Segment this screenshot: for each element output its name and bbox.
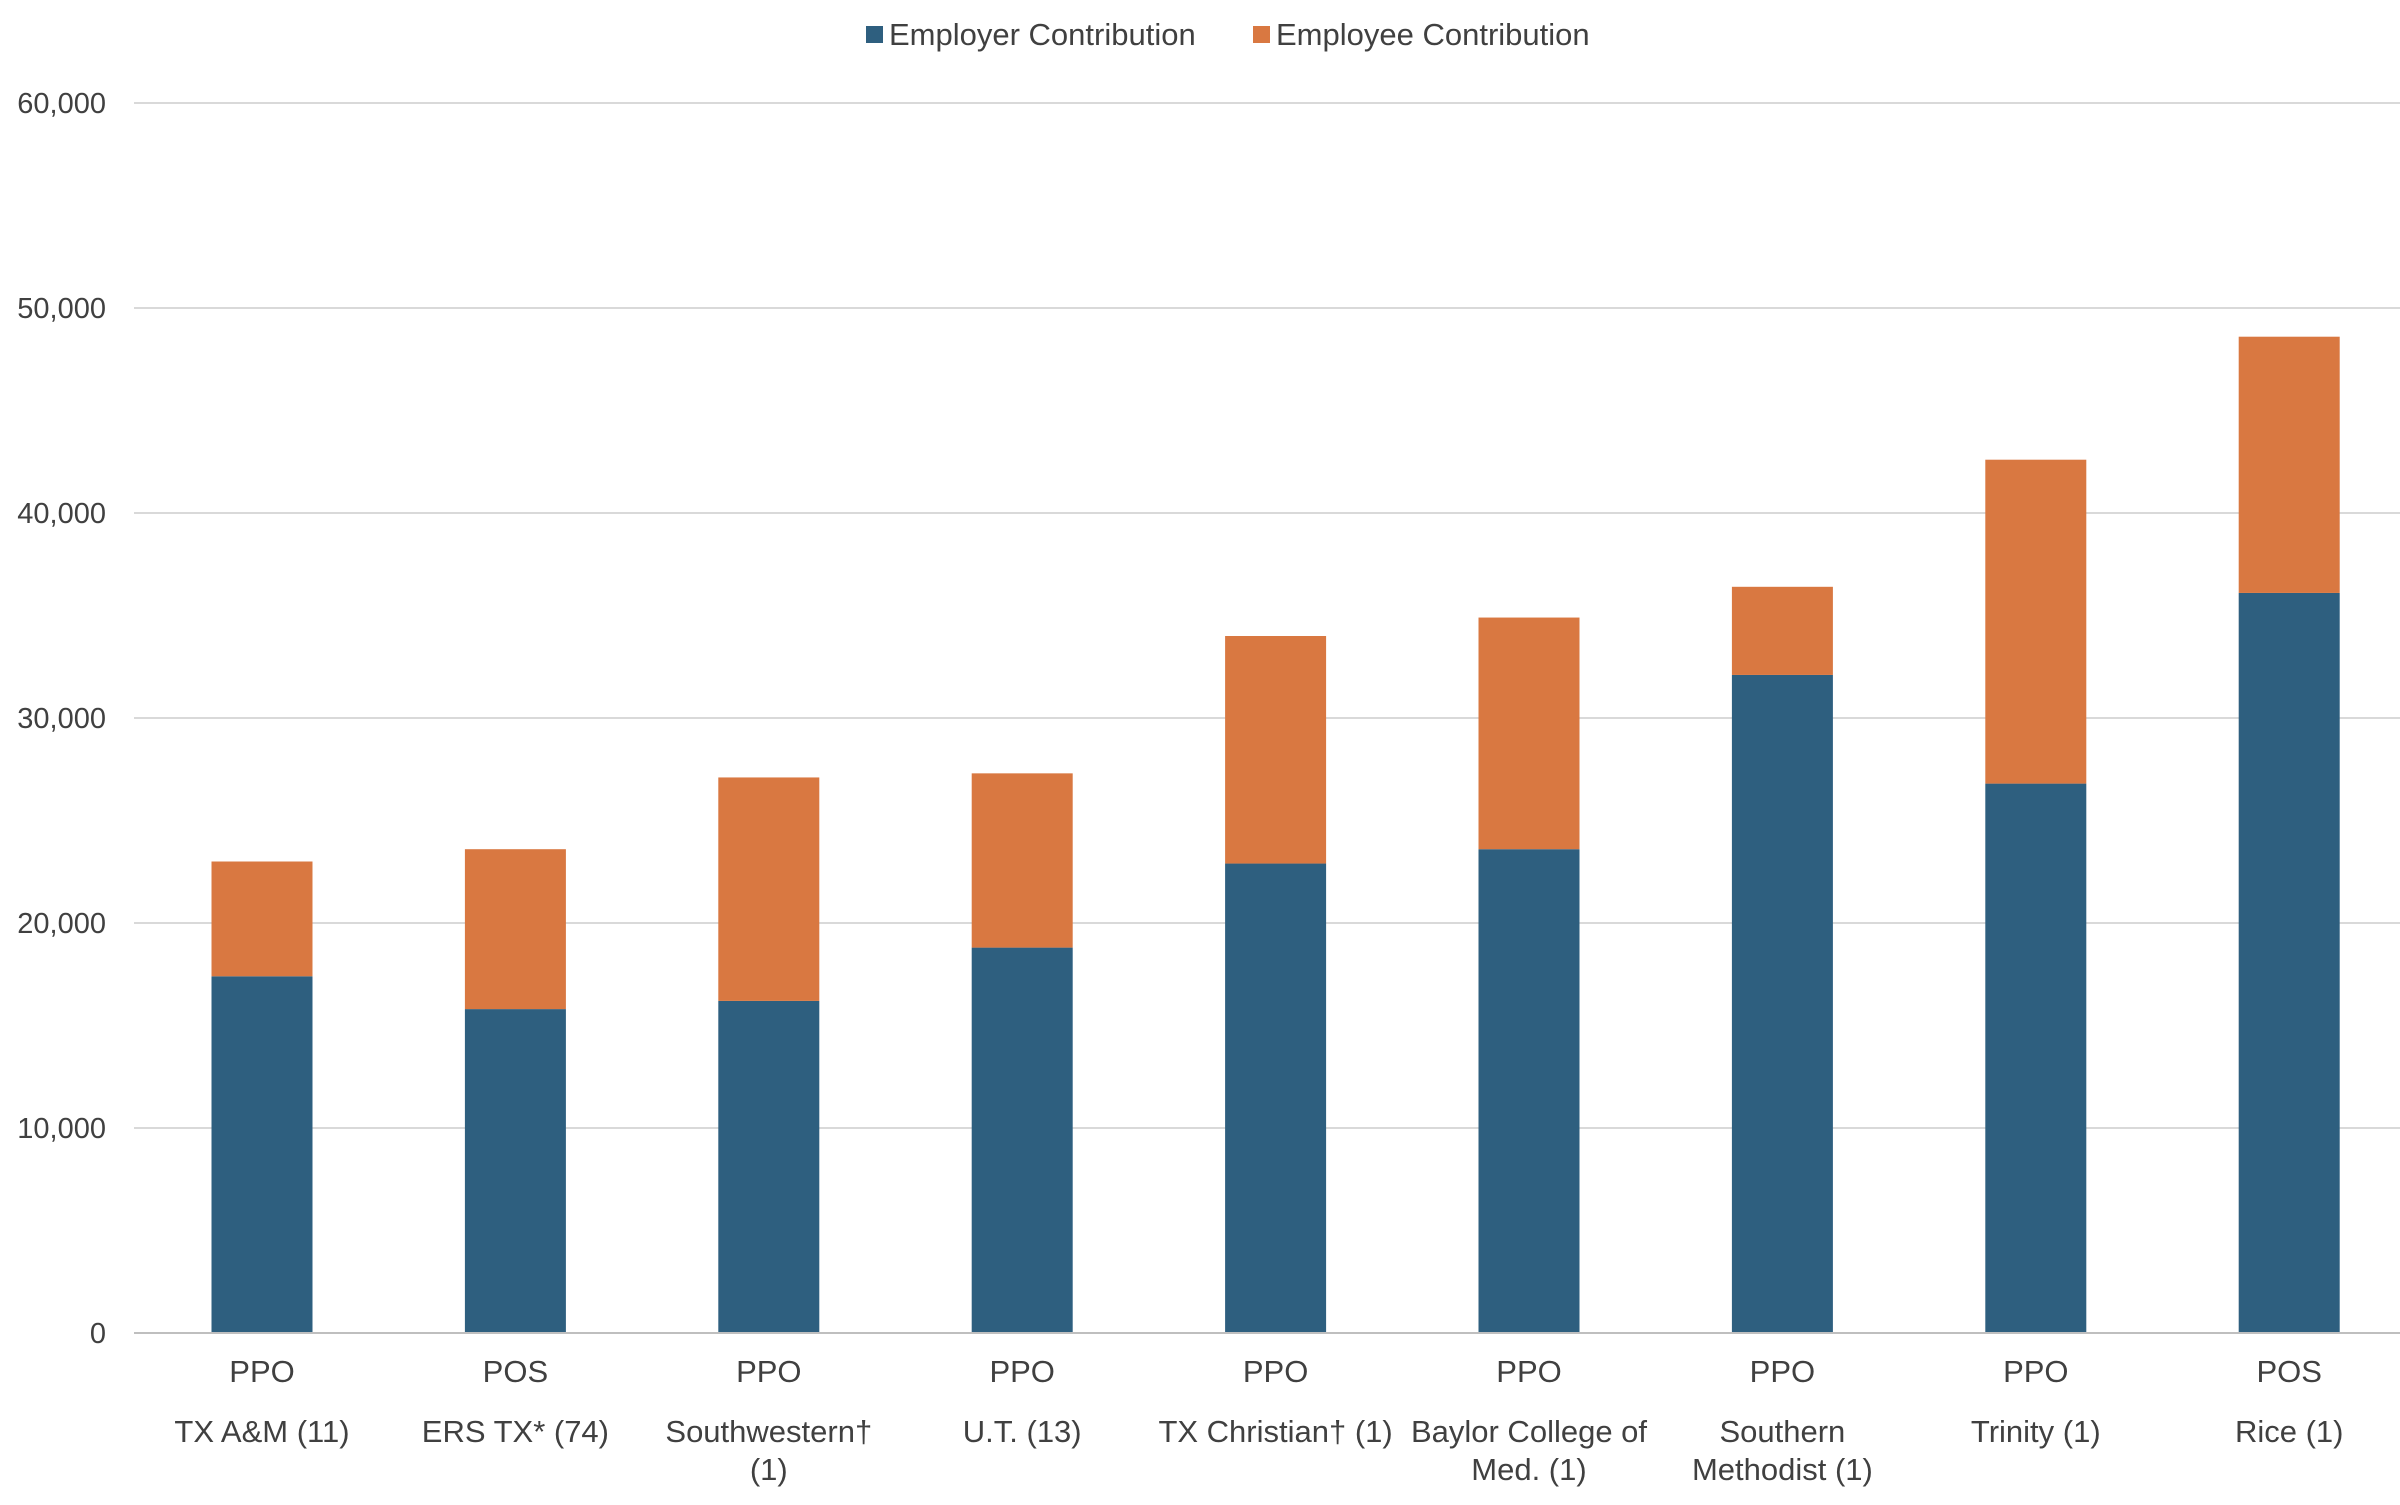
y-tick-label: 50,000 [17, 293, 106, 325]
y-axis-tick-labels: 0 10,000 20,000 30,000 40,000 50,000 60,000 [17, 88, 106, 1350]
bar-employer-contribution [1985, 783, 2087, 1333]
x-category-label: Methodist (1) [1692, 1452, 1873, 1487]
bar-employer-contribution [211, 976, 313, 1333]
y-tick-label: 40,000 [17, 498, 106, 530]
x-category-label: Trinity (1) [1971, 1414, 2101, 1449]
legend-swatch [866, 26, 883, 43]
bar-employer-contribution [718, 1000, 820, 1333]
x-sublabel: PPO [229, 1354, 294, 1389]
x-category-label: TX A&M (11) [174, 1414, 349, 1449]
legend-label: Employee Contribution [1276, 17, 1590, 52]
x-category-label: Med. (1) [1471, 1452, 1586, 1487]
bar-employee-contribution [2238, 336, 2340, 593]
legend-label: Employer Contribution [889, 17, 1196, 52]
bar-employee-contribution [971, 773, 1073, 948]
bar-employer-contribution [971, 947, 1073, 1333]
y-tick-label: 20,000 [17, 908, 106, 940]
bar-employee-contribution [1478, 617, 1580, 850]
bars [211, 336, 2340, 1333]
legend: Employer Contribution Employee Contributi… [866, 17, 1590, 52]
y-tick-label: 60,000 [17, 88, 106, 120]
y-tick-label: 10,000 [17, 1113, 106, 1145]
x-category-label: ERS TX* (74) [422, 1414, 609, 1449]
x-category-label: Baylor College of [1411, 1414, 1647, 1449]
bar-employee-contribution [1225, 636, 1327, 864]
bar-employee-contribution [211, 861, 313, 977]
bar-employer-contribution [1478, 849, 1580, 1333]
x-sublabel: PPO [736, 1354, 801, 1389]
x-sublabel: PPO [2003, 1354, 2068, 1389]
bar-employer-contribution [464, 1009, 566, 1333]
x-sublabel: PPO [1750, 1354, 1815, 1389]
x-sublabel: POS [483, 1354, 548, 1389]
x-sublabel: PPO [989, 1354, 1054, 1389]
x-sublabel: POS [2256, 1354, 2321, 1389]
x-category-label: Southern [1719, 1414, 1845, 1449]
y-tick-label: 0 [90, 1318, 106, 1350]
x-axis-category-labels: PPO TX A&M (11) POS ERS TX* (74) PPO Southwes… [174, 1354, 2343, 1487]
bar-employee-contribution [464, 849, 566, 1010]
bar-employee-contribution [1731, 586, 1833, 675]
x-category-label: U.T. (13) [963, 1414, 1082, 1449]
legend-swatch [1253, 26, 1270, 43]
bar-employer-contribution [1731, 674, 1833, 1333]
y-tick-label: 30,000 [17, 703, 106, 735]
bar-employee-contribution [718, 777, 820, 1001]
bar-employer-contribution [1225, 863, 1327, 1333]
x-sublabel: PPO [1496, 1354, 1561, 1389]
x-category-label: TX Christian† (1) [1158, 1414, 1392, 1449]
bar-employer-contribution [2238, 592, 2340, 1333]
x-category-label: Rice (1) [2235, 1414, 2344, 1449]
bar-employee-contribution [1985, 459, 2087, 784]
x-sublabel: PPO [1243, 1354, 1308, 1389]
x-category-label: Southwestern† [665, 1414, 872, 1449]
x-category-label: (1) [750, 1452, 788, 1487]
